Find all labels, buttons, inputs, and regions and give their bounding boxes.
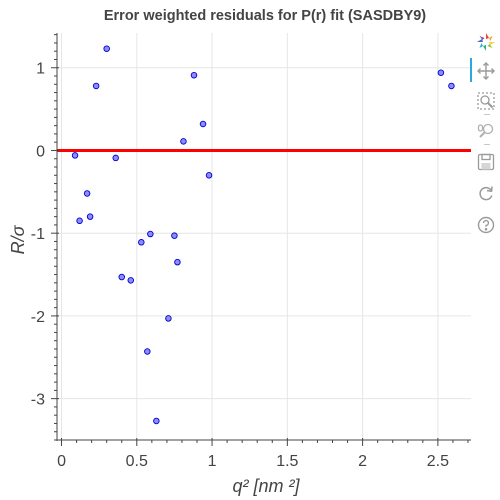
x-tick-label: 1: [208, 453, 217, 470]
save-tool-icon[interactable]: [476, 152, 496, 172]
y-axis-label: R/σ: [8, 224, 28, 254]
help-tool-icon[interactable]: [476, 215, 496, 235]
data-point: [147, 230, 154, 238]
data-point: [174, 258, 181, 266]
chart-toolbar: [470, 28, 500, 308]
data-point: [153, 417, 160, 425]
data-point: [86, 213, 94, 220]
x-tick-label: 2.5: [427, 453, 449, 470]
active-tool-indicator: [470, 58, 472, 82]
x-tick-label: 2: [358, 453, 367, 470]
data-point: [180, 138, 187, 145]
data-point: [205, 172, 213, 179]
x-tick-label: 1.5: [276, 453, 298, 470]
data-point: [190, 71, 198, 79]
data-point: [199, 120, 207, 128]
wheel-zoom-tool-icon[interactable]: [476, 121, 496, 141]
data-point: [165, 315, 172, 322]
chart-title: Error weighted residuals for P(r) fit (S…: [104, 8, 426, 24]
data-point: [138, 239, 145, 246]
pan-tool-icon[interactable]: [476, 61, 496, 81]
data-points: [71, 45, 455, 425]
x-axis-label: q² [nm ²]: [232, 476, 300, 496]
data-point: [448, 82, 455, 90]
data-point: [92, 82, 100, 90]
bokeh-logo-icon[interactable]: [476, 32, 496, 52]
y-tick-label: 1: [36, 61, 45, 78]
toolbar-separator: [484, 144, 490, 145]
toolbar-separator: [484, 114, 490, 115]
data-point: [112, 154, 119, 162]
data-point: [118, 273, 125, 281]
data-point: [71, 152, 79, 159]
data-point: [144, 348, 151, 355]
data-point: [171, 232, 178, 239]
y-tick-label: -3: [31, 392, 45, 409]
box-zoom-tool-icon[interactable]: [476, 91, 496, 111]
y-tick-label: -1: [31, 226, 45, 243]
reset-tool-icon[interactable]: [476, 183, 496, 203]
x-tick-label: 0: [57, 453, 66, 470]
data-point: [103, 45, 110, 52]
y-tick-label: 0: [36, 143, 45, 160]
axes: [51, 33, 471, 446]
y-tick-label: -2: [31, 309, 45, 326]
data-point: [76, 217, 83, 225]
tick-labels: 0 0.5 1 1.5 2 2.5 1 0 -1 -2 -3: [31, 61, 449, 470]
grid: [57, 33, 471, 440]
data-point: [127, 277, 135, 284]
x-tick-label: 0.5: [126, 453, 148, 470]
data-point: [83, 190, 91, 197]
data-point: [437, 69, 445, 76]
